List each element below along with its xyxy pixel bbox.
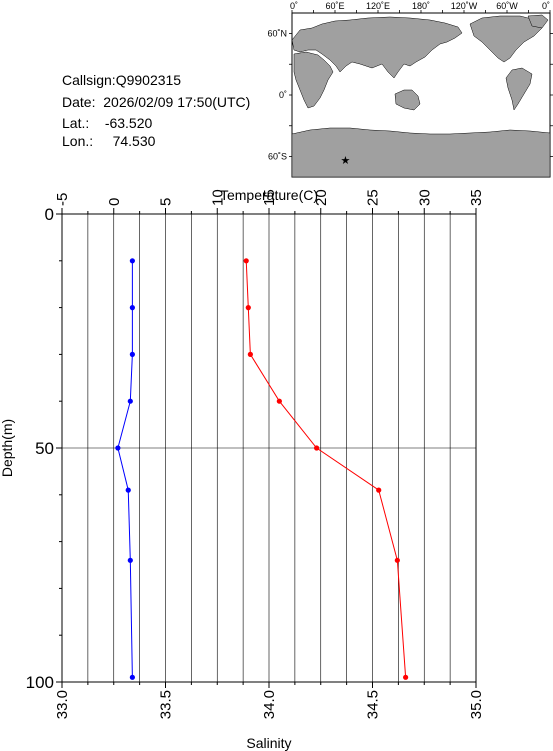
latitude-row: Lat.: -63.520 [62,115,152,131]
profile-series-point-0 [129,351,135,357]
map-australia [394,89,421,111]
temperature-tick-label: 5 [158,198,175,206]
map-africa [293,51,334,109]
map-eurasia [291,16,463,79]
map-longitude-label: 60˚E [325,1,344,11]
profile-series-point-1 [394,557,400,563]
profile-series-point-0 [127,557,133,563]
profile-series-point-1 [314,445,320,451]
depth-axis: 0 50 100 [26,205,62,692]
profile-series-point-0 [129,674,135,680]
profile-series-line-0 [117,260,133,678]
profile-series-point-1 [376,487,382,493]
depth-axis-title: Depth(m) [0,419,15,477]
date-text: Date: 2026/02/09 17:50(UTC) [62,94,251,110]
longitude-label: Lon.: [62,133,94,149]
callsign-text: Callsign:Q9902315 [62,72,182,88]
profile-series-point-1 [247,351,253,357]
map-longitude-label: 120˚W [451,1,478,11]
map-longitude-label: 0˚ [542,1,550,11]
latitude-label: Lat.: [62,115,90,131]
temperature-tick-label: 30 [416,189,433,206]
salinity-tick-label: 34.5 [365,690,382,719]
map-longitude-labels: 0˚ 60˚E 120˚E 180˚ 120˚W 60˚W 0˚ [290,1,550,11]
map-latitude-label: 60˚N [267,29,287,39]
longitude-value: 74.530 [112,133,156,149]
profile-series-point-0 [129,258,135,264]
profile-series-point-1 [276,398,282,404]
depth-tick-label: 50 [35,439,54,458]
salinity-axis: 33.0 33.5 34.0 34.5 35.0 [54,682,485,719]
longitude-row: Lon.: 74.530 [62,133,155,149]
map-latitude-label: 60˚S [268,152,287,162]
map-greenland [527,14,549,29]
map-latitude-label: 0˚ [279,90,287,100]
map-latitude-labels: 60˚N 0˚ 60˚S [267,29,287,162]
temperature-axis: -5 0 5 10 15 20 25 30 35 [54,189,485,214]
temperature-tick-label: 20 [313,189,330,206]
temperature-tick-label: 25 [365,189,382,206]
map-landmasses [291,14,551,178]
profile-series-point-0 [127,398,133,404]
depth-tick-label: 0 [45,205,54,224]
profile-series-line-1 [245,260,407,678]
temperature-axis-title: Temperature(C) [220,187,318,203]
map-antarctica [291,127,551,178]
temperature-tick-label: 0 [106,198,123,206]
salinity-tick-label: 34.0 [261,690,278,719]
profile-series-point-0 [115,445,121,451]
plot-series [115,258,409,680]
salinity-axis-title: Salinity [246,735,291,751]
world-map: 0˚ 60˚E 120˚E 180˚ 120˚W 60˚W 0˚ 60˚N 0˚ 60˚S ★ [267,1,553,178]
temperature-tick-label: 10 [209,189,226,206]
depth-tick-label: 100 [26,673,54,692]
profile-series-point-1 [245,305,251,311]
profile-series-point-1 [243,258,249,264]
map-longitude-label: 0˚ [290,1,298,11]
profile-series-point-1 [403,674,409,680]
temperature-tick-label: 35 [468,189,485,206]
latitude-value: -63.520 [104,115,153,131]
salinity-tick-label: 33.0 [54,690,71,719]
temperature-tick-label: -5 [54,193,71,206]
map-longitude-label: 120˚E [366,1,390,11]
float-position-marker: ★ [340,155,350,167]
map-south-america [505,67,533,111]
temperature-tick-label: 15 [261,189,278,206]
salinity-tick-label: 35.0 [468,690,485,719]
profile-series-point-0 [125,487,131,493]
map-longitude-label: 60˚W [496,1,518,11]
map-longitude-label: 180˚ [412,1,430,11]
profile-series-point-0 [129,305,135,311]
salinity-tick-label: 33.5 [158,690,175,719]
map-north-america [469,15,543,63]
